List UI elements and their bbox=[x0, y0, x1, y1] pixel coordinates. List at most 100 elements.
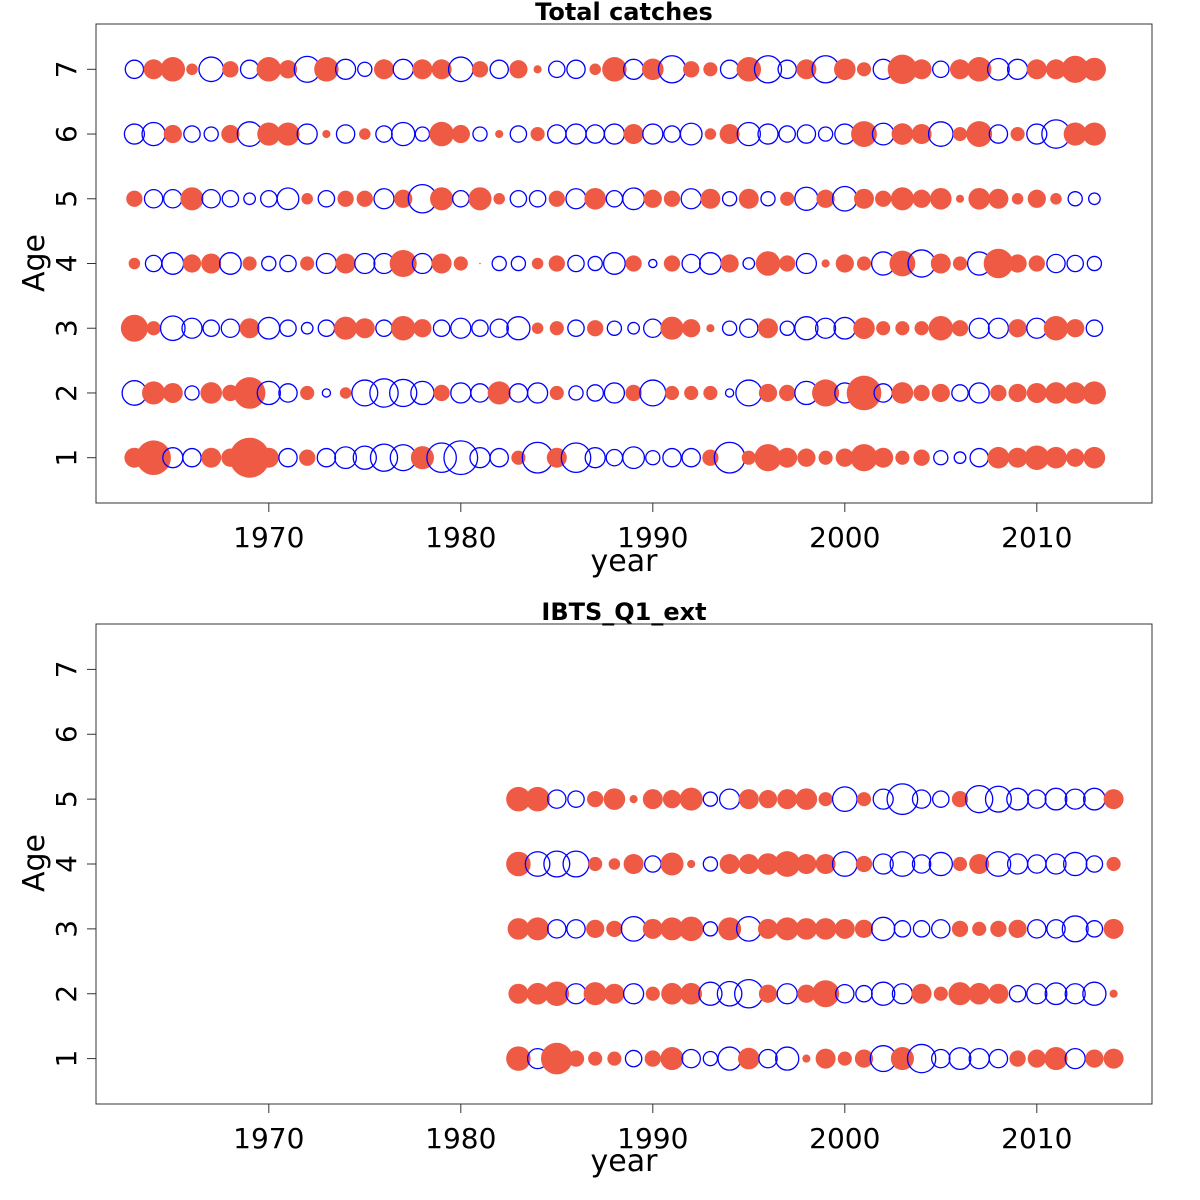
bubble-positive bbox=[856, 256, 872, 271]
bubble-positive bbox=[588, 856, 603, 872]
bubble-positive bbox=[972, 921, 987, 936]
bubble-negative bbox=[775, 1046, 800, 1071]
bubble-negative bbox=[871, 981, 896, 1006]
bubble-positive bbox=[821, 259, 830, 268]
y-tick-label: 5 bbox=[50, 190, 83, 208]
bubble-negative bbox=[734, 978, 764, 1009]
bubble-negative bbox=[375, 125, 393, 143]
bubble-positive bbox=[201, 447, 222, 468]
bubble-negative bbox=[391, 121, 416, 147]
bubble-negative bbox=[201, 188, 221, 209]
bubble-negative bbox=[143, 188, 164, 209]
bubble-positive bbox=[736, 57, 762, 82]
bubble-negative bbox=[886, 783, 919, 816]
bubble-positive bbox=[143, 59, 164, 80]
bubble-negative bbox=[1045, 853, 1067, 875]
bubble-positive bbox=[120, 314, 148, 342]
bubble-positive bbox=[394, 189, 413, 208]
bubble-negative bbox=[872, 853, 894, 875]
bubble-negative bbox=[183, 125, 201, 143]
bubble-positive bbox=[471, 61, 489, 78]
bubble-negative bbox=[680, 188, 702, 210]
bubble-positive bbox=[587, 320, 604, 337]
bubble-negative bbox=[1026, 123, 1048, 145]
bubble-positive bbox=[1061, 55, 1089, 83]
bubble-positive bbox=[160, 57, 186, 82]
bubble-negative bbox=[565, 123, 587, 145]
bubble-positive bbox=[586, 919, 605, 938]
bubble-negative bbox=[893, 920, 912, 938]
bubble-positive bbox=[682, 319, 701, 338]
bubble-negative bbox=[352, 445, 378, 470]
x-axis-label: year bbox=[591, 544, 659, 579]
bubble-negative bbox=[184, 385, 200, 401]
bubble-positive bbox=[300, 256, 315, 271]
bubble-negative bbox=[968, 382, 990, 404]
bubble-positive bbox=[758, 318, 778, 339]
bubble-positive bbox=[643, 189, 662, 208]
bubble-negative bbox=[506, 316, 531, 341]
bubble-positive bbox=[495, 129, 504, 139]
bubble-negative bbox=[471, 319, 489, 338]
bubble-negative bbox=[739, 318, 759, 339]
bubble-positive bbox=[546, 447, 567, 468]
bubble-negative bbox=[509, 125, 528, 143]
bubble-positive bbox=[429, 121, 454, 147]
bubble-negative bbox=[1086, 255, 1103, 272]
bubble-positive bbox=[720, 254, 739, 273]
bubble-positive bbox=[1066, 319, 1085, 338]
bubble-negative bbox=[721, 320, 738, 336]
bubble-negative bbox=[713, 441, 746, 474]
bubble-positive bbox=[741, 450, 756, 465]
bubble-positive bbox=[359, 128, 371, 140]
bubble-negative bbox=[622, 983, 645, 1005]
bubble-positive bbox=[930, 187, 952, 210]
bubble-positive bbox=[950, 59, 970, 80]
bubble-positive bbox=[623, 854, 644, 874]
bubble-positive bbox=[758, 790, 778, 809]
bubble-negative bbox=[567, 254, 585, 273]
x-tick-label: 2000 bbox=[809, 1122, 880, 1155]
bubble-positive bbox=[390, 315, 416, 341]
bubble-negative bbox=[1008, 984, 1027, 1003]
y-tick-label: 1 bbox=[50, 449, 83, 467]
bubble-negative bbox=[469, 447, 491, 469]
bubble-negative bbox=[760, 191, 776, 207]
bubble-negative bbox=[698, 252, 722, 275]
bubble-negative bbox=[1006, 787, 1030, 811]
bubble-positive bbox=[966, 121, 993, 147]
bubble-negative bbox=[933, 449, 949, 466]
bubble-positive bbox=[990, 384, 1007, 402]
bubble-positive bbox=[603, 788, 626, 810]
bubble-positive bbox=[533, 65, 542, 74]
bubble-positive bbox=[642, 918, 663, 939]
bubble-negative bbox=[872, 788, 894, 810]
bubble-negative bbox=[679, 122, 703, 146]
bubble-positive bbox=[540, 1042, 573, 1075]
bubble-negative bbox=[779, 320, 795, 336]
bubble-negative bbox=[543, 850, 571, 878]
bubble-positive bbox=[952, 856, 968, 872]
y-axis-label: Age bbox=[17, 234, 52, 292]
bubble-negative bbox=[794, 316, 819, 341]
bubble-positive bbox=[780, 191, 795, 206]
bubble-positive bbox=[895, 450, 910, 465]
bubble-positive bbox=[755, 251, 781, 276]
bubble-positive bbox=[389, 249, 417, 278]
bubble-negative bbox=[906, 1043, 937, 1074]
bubble-positive bbox=[891, 382, 914, 404]
bubble-positive bbox=[719, 124, 740, 145]
bubble-positive bbox=[966, 57, 992, 82]
bubble-negative bbox=[1027, 789, 1047, 809]
bubble-negative bbox=[451, 189, 470, 208]
bubble-positive bbox=[854, 1049, 874, 1068]
panel-title: IBTS_Q1_ext bbox=[541, 598, 706, 626]
bubble-negative bbox=[702, 856, 719, 872]
bubble-negative bbox=[426, 442, 457, 474]
bubble-negative bbox=[758, 1048, 778, 1069]
bubble-positive bbox=[506, 1046, 531, 1071]
bubble-positive bbox=[802, 1054, 811, 1063]
bubble-negative bbox=[276, 187, 300, 211]
bubble-positive bbox=[526, 917, 550, 941]
